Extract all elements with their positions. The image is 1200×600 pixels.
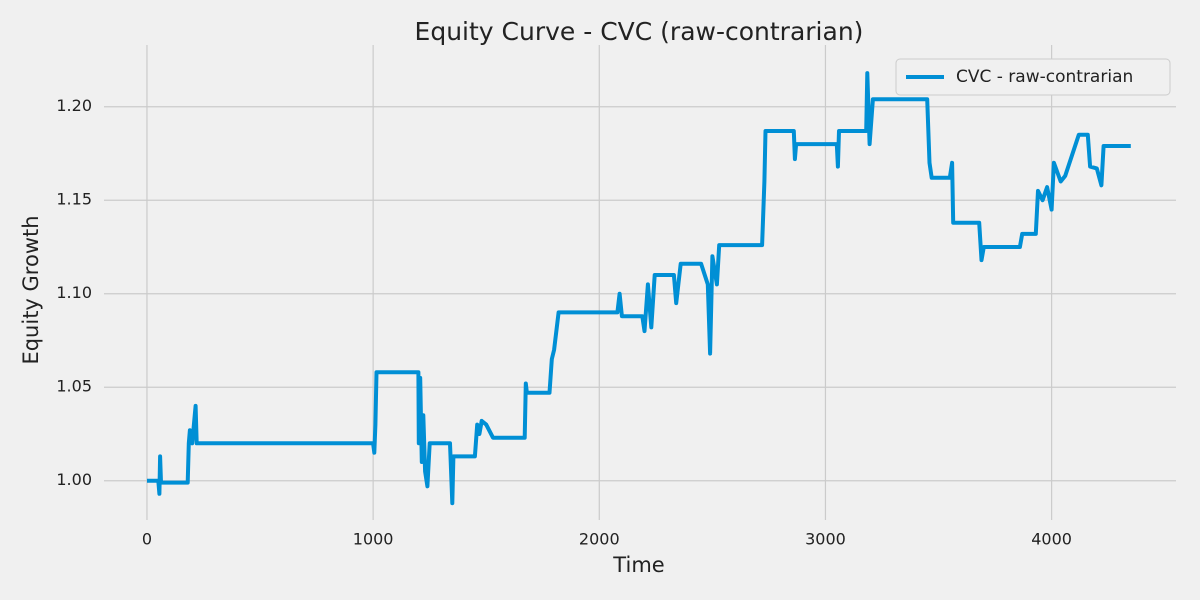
y-tick-label: 1.15 bbox=[56, 190, 92, 209]
x-tick-label: 3000 bbox=[805, 530, 846, 549]
x-tick-label: 4000 bbox=[1031, 530, 1072, 549]
y-tick-label: 1.00 bbox=[56, 470, 92, 489]
y-axis-label: Equity Growth bbox=[19, 215, 43, 364]
x-tick-label: 1000 bbox=[353, 530, 394, 549]
series-line bbox=[147, 71, 1131, 506]
chart-title: Equity Curve - CVC (raw-contrarian) bbox=[415, 17, 864, 46]
y-tick-label: 1.20 bbox=[56, 96, 92, 115]
x-tick-label: 0 bbox=[142, 530, 152, 549]
y-tick-label: 1.05 bbox=[56, 377, 92, 396]
legend-label: CVC - raw-contrarian bbox=[956, 67, 1133, 87]
y-tick-label: 1.10 bbox=[56, 283, 92, 302]
x-tick-label: 2000 bbox=[579, 530, 620, 549]
x-axis-label: Time bbox=[612, 553, 664, 577]
legend: CVC - raw-contrarian bbox=[895, 58, 1171, 96]
legend-box bbox=[895, 58, 1171, 96]
